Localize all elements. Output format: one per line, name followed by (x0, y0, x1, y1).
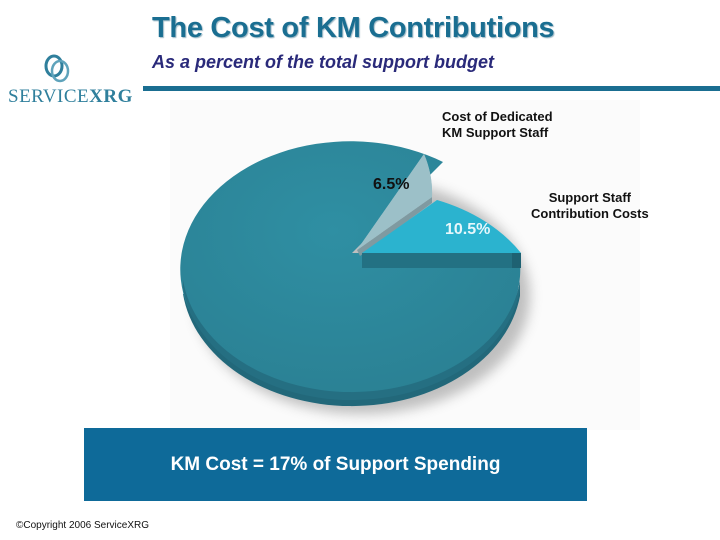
page-subtitle: As a percent of the total support budget (152, 52, 495, 72)
callout-dedicated-line1: Cost of Dedicated (442, 109, 553, 124)
title-divider (143, 86, 720, 91)
summary-text: KM Cost = 17% of Support Spending (170, 453, 501, 475)
logo-text-light: SERVICE (8, 86, 90, 107)
callout-dedicated-staff: Cost of Dedicated KM Support Staff (442, 109, 553, 141)
callout-dedicated-line2: KM Support Staff (442, 125, 549, 140)
callout-contribution-costs: Support Staff Contribution Costs (531, 190, 649, 222)
callout-contribution-line2: Contribution Costs (531, 206, 649, 221)
interlocking-rings-icon (44, 54, 70, 83)
company-logo: SERVICEXRG (8, 86, 133, 108)
callout-contribution-line1: Support Staff (548, 190, 632, 205)
pie-slice-contribution (362, 200, 521, 253)
page-title: The Cost of KM Contributions (152, 12, 555, 44)
pie-slice-other (180, 141, 521, 398)
pct-label-contribution: 10.5% (445, 221, 491, 238)
logo-text-bold: XRG (89, 86, 133, 107)
copyright-notice: ©Copyright 2006 ServiceXRG (16, 520, 149, 531)
summary-banner: KM Cost = 17% of Support Spending (84, 428, 587, 501)
pct-label-dedicated: 6.5% (373, 176, 410, 193)
